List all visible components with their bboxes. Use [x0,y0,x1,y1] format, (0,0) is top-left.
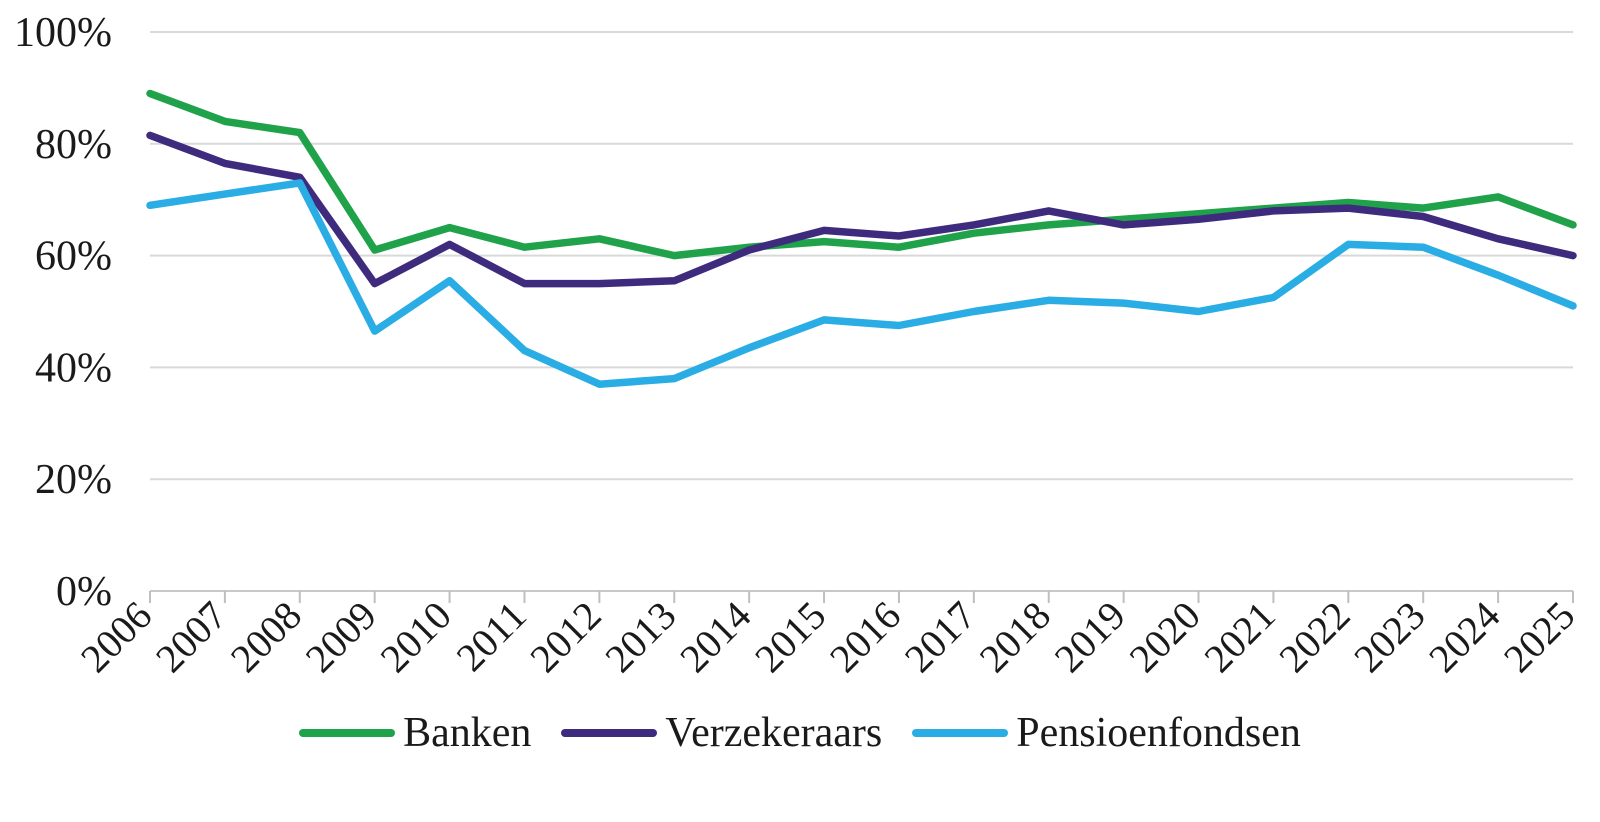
y-axis-label-20: 20% [35,457,112,503]
x-axis-label-2023: 2023 [1345,593,1433,681]
legend-item-pensioenfondsen: Pensioenfondsen [912,712,1301,754]
legend-item-banken: Banken [299,712,531,754]
x-axis-label-2019: 2019 [1046,593,1134,681]
x-axis-label-2024: 2024 [1420,593,1508,681]
legend-item-verzekeraars: Verzekeraars [561,712,882,754]
legend-swatch-pensioenfondsen [912,729,1009,737]
x-axis-label-2012: 2012 [521,593,609,681]
x-axis-label-2007: 2007 [147,593,235,681]
x-axis-label-2014: 2014 [671,593,759,681]
x-axis-label-2016: 2016 [821,593,909,681]
legend-label-verzekeraars: Verzekeraars [665,710,883,756]
legend-swatch-banken [299,729,396,737]
x-axis-label-2008: 2008 [222,593,310,681]
x-axis-label-2013: 2013 [596,593,684,681]
legend-label-pensioenfondsen: Pensioenfondsen [1016,710,1301,756]
y-axis-label-80: 80% [35,122,112,168]
x-axis-label-2015: 2015 [746,593,834,681]
y-axis-label-60: 60% [35,234,112,280]
legend-label-banken: Banken [403,710,532,756]
y-axis-label-0: 0% [56,569,112,615]
x-axis-label-2011: 2011 [447,593,534,680]
series-line-verzekeraars [146,131,1577,288]
x-axis-label-2018: 2018 [971,593,1059,681]
legend-swatch-verzekeraars [561,729,658,737]
x-axis-label-2025: 2025 [1495,593,1583,681]
x-axis-label-2017: 2017 [896,593,984,681]
x-axis-label-2022: 2022 [1270,593,1358,681]
series-line-banken [146,89,1577,260]
x-axis-label-2009: 2009 [297,593,385,681]
x-axis-label-2020: 2020 [1121,593,1209,681]
chart-legend: Banken Verzekeraars Pensioenfondsen [0,712,1600,754]
series-line-pensioenfondsen [146,179,1577,388]
x-axis-label-2010: 2010 [372,593,460,681]
x-axis-label-2021: 2021 [1195,593,1283,681]
y-axis-label-100: 100% [14,10,112,56]
y-axis-label-40: 40% [35,345,112,391]
